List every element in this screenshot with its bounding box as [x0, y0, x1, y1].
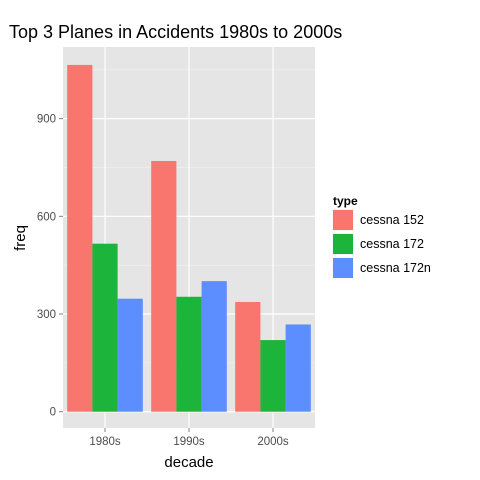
legend-label: cessna 172n [360, 261, 431, 275]
legend: type cessna 152 cessna 172 cessna 172n [332, 194, 431, 279]
bar [118, 299, 143, 412]
y-axis-title: freq [12, 225, 29, 251]
chart-title: Top 3 Planes in Accidents 1980s to 2000s [9, 22, 342, 42]
x-tick-label: 2000s [257, 436, 289, 448]
x-tick-label: 1990s [173, 436, 205, 448]
legend-label: cessna 172 [360, 237, 424, 251]
x-axis-title: decade [164, 454, 213, 471]
legend-swatch [333, 234, 353, 254]
bar [151, 161, 176, 412]
y-tick-label: 900 [37, 114, 56, 126]
bar [260, 340, 285, 412]
bar [202, 281, 227, 412]
bar [235, 302, 260, 412]
legend-title: type [333, 194, 358, 208]
x-tick-label: 1980s [89, 436, 121, 448]
y-tick-label: 600 [37, 211, 56, 223]
y-tick-label: 300 [37, 309, 56, 321]
legend-swatch [333, 210, 353, 230]
bar [286, 324, 311, 411]
bar [176, 297, 201, 412]
y-tick-label: 0 [50, 407, 56, 419]
legend-swatch [333, 258, 353, 278]
bar [67, 65, 92, 412]
bar [92, 244, 117, 412]
legend-label: cessna 152 [360, 213, 424, 227]
